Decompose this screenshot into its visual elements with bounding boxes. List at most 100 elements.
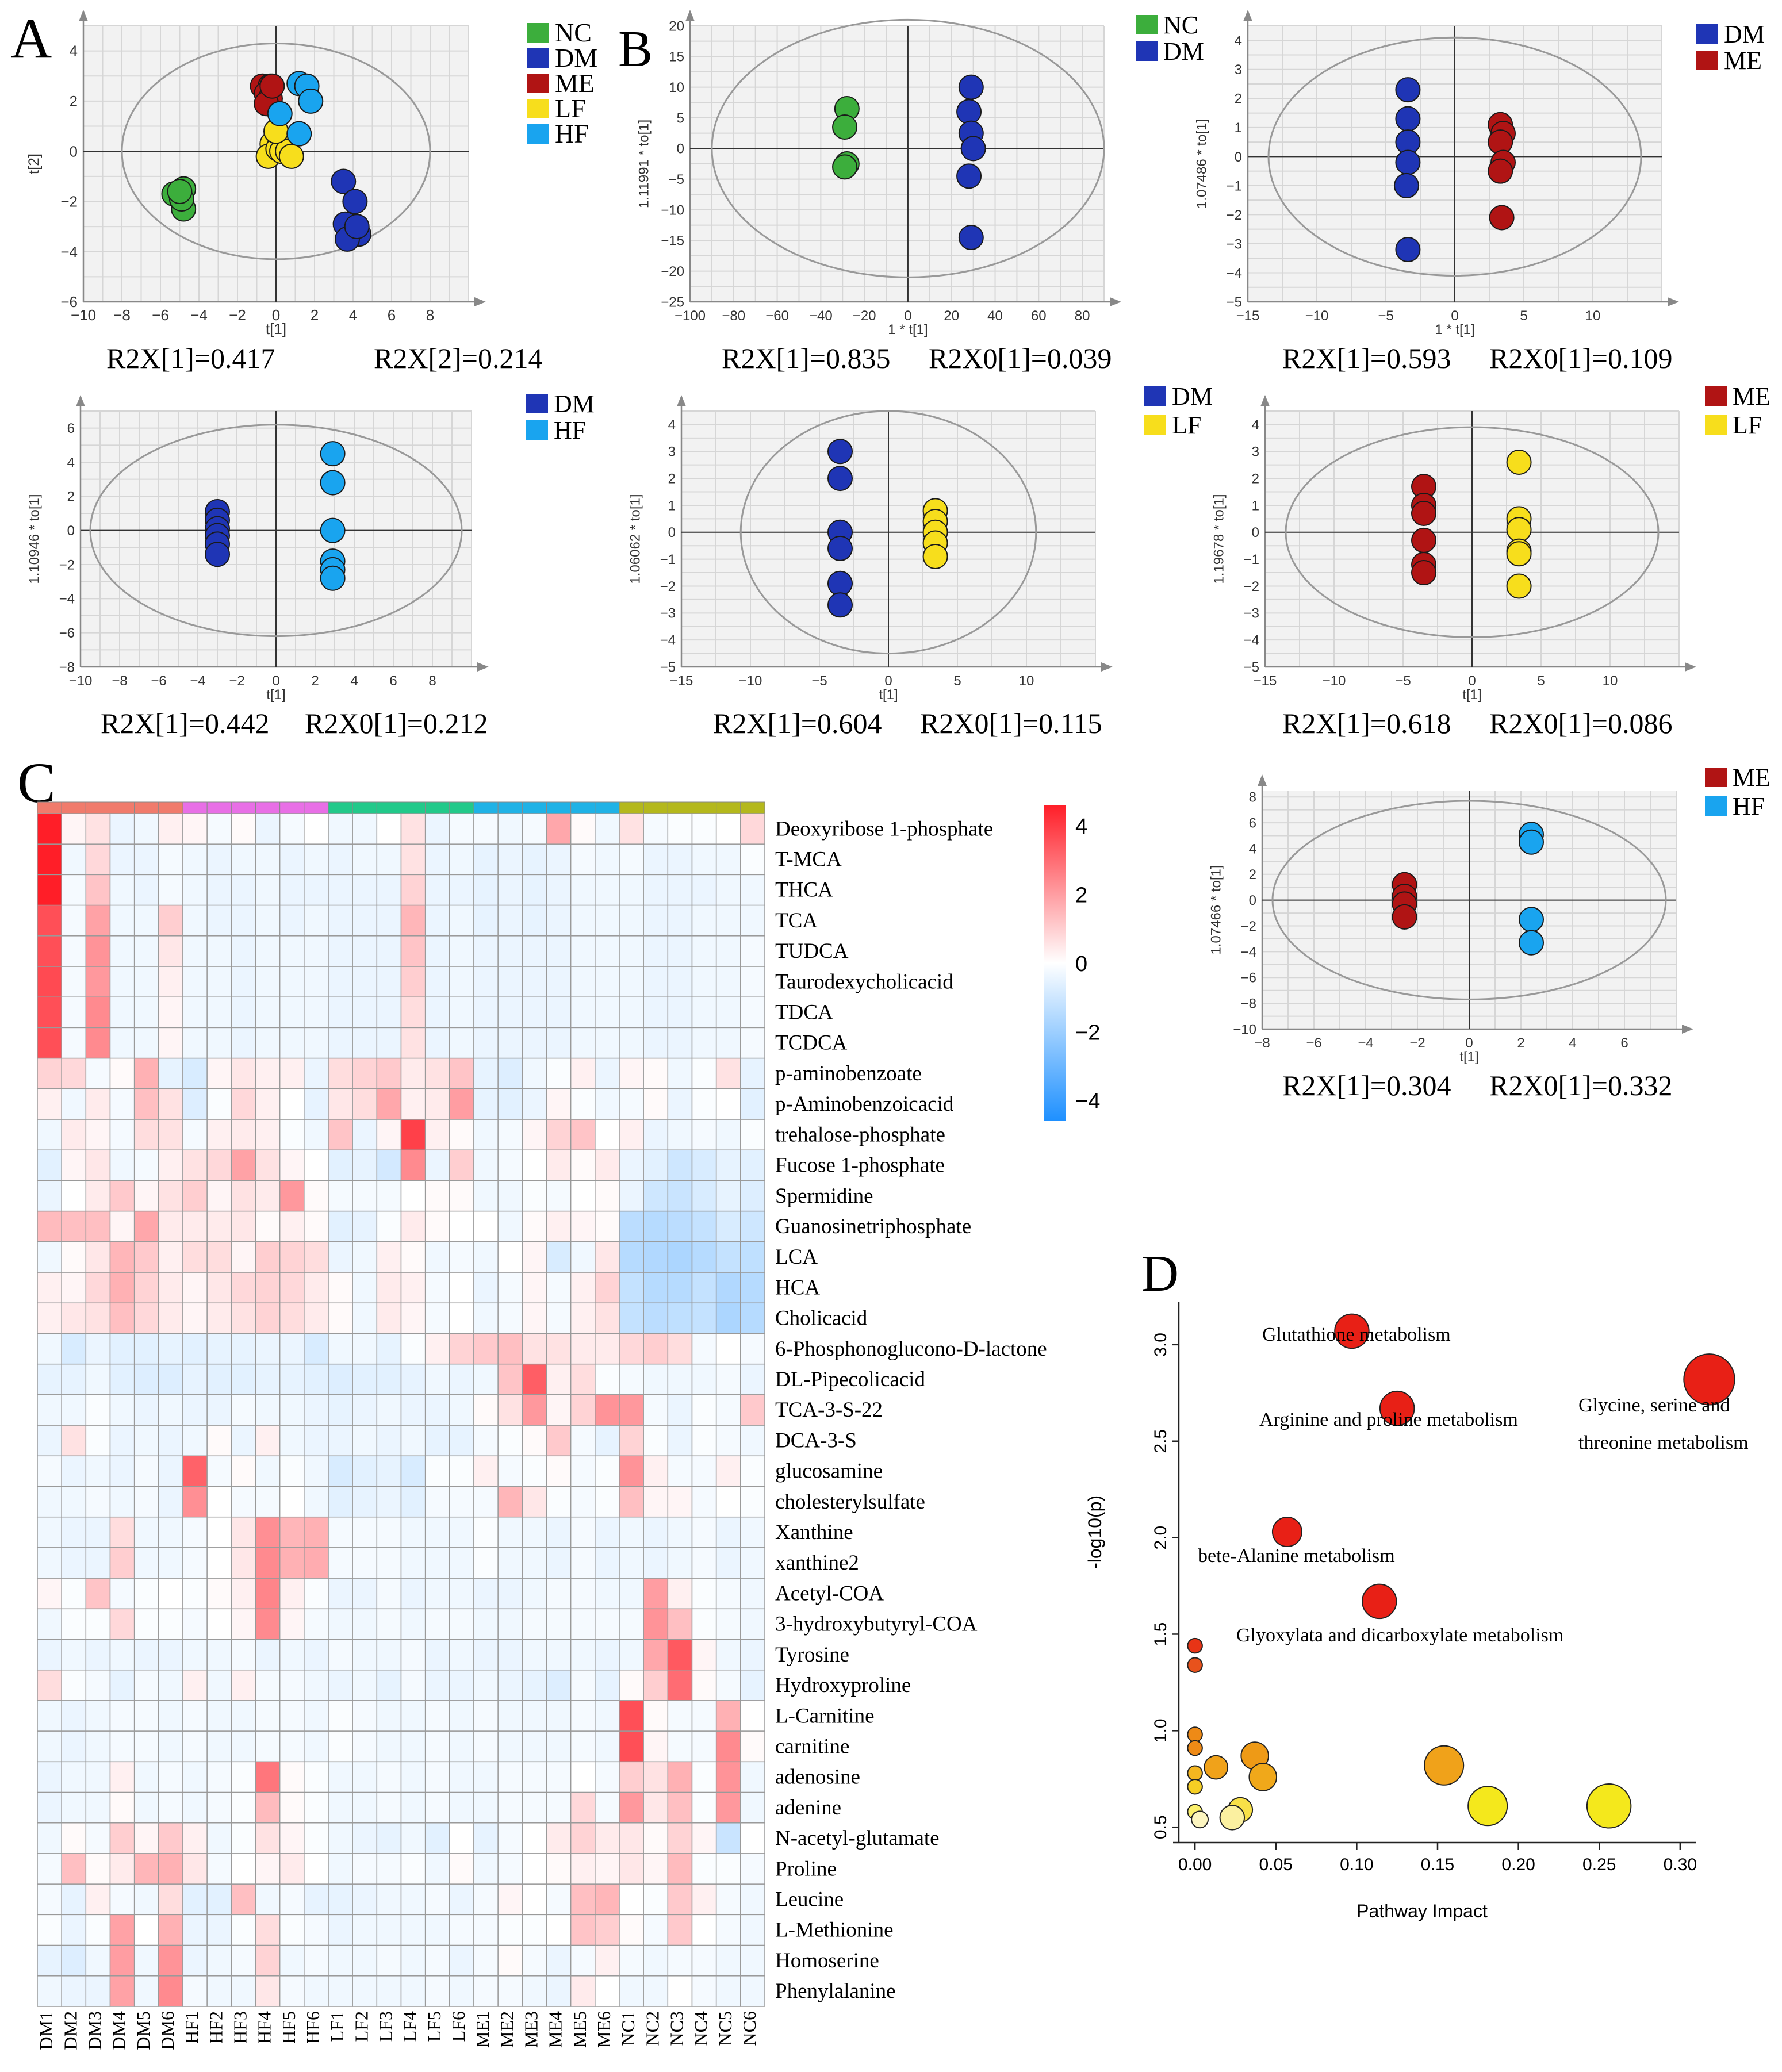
heatmap-cell	[449, 1578, 474, 1610]
y-tick-label: 2.0	[1151, 1526, 1170, 1550]
heatmap-cell	[424, 1363, 450, 1395]
heatmap-cell	[667, 813, 693, 845]
x-tick-label: −5	[1378, 308, 1393, 324]
point-me	[1392, 904, 1417, 930]
heatmap-cell	[691, 1914, 717, 1946]
heatmap-cell	[133, 1486, 159, 1518]
heatmap-cell	[182, 1210, 208, 1242]
heatmap-cell	[667, 1272, 693, 1304]
heatmap-cell	[424, 1578, 450, 1610]
x-tick-label: 8	[428, 673, 436, 689]
y-tick-label: 1	[1235, 120, 1242, 136]
heatmap-cell	[133, 1944, 159, 1977]
heatmap-cell	[133, 1455, 159, 1487]
heatmap-cell	[619, 1975, 644, 2007]
heatmap-cell	[328, 1516, 353, 1548]
y-tick-label: 1	[1252, 498, 1259, 513]
heatmap-cell	[376, 1975, 402, 2007]
heatmap-cell	[691, 1944, 717, 1977]
column-group-me	[522, 801, 547, 814]
heatmap-cell	[546, 1791, 572, 1824]
heatmap-cell	[570, 1669, 596, 1701]
heatmap-cell	[61, 1119, 87, 1151]
column-label: DM3	[84, 2011, 105, 2050]
heatmap-cell	[352, 1455, 378, 1487]
point-hf	[320, 441, 346, 467]
heatmap-cell	[133, 904, 159, 937]
heatmap-cell	[667, 1914, 693, 1946]
heatmap-cell	[206, 1944, 232, 1977]
heatmap-cell	[449, 813, 474, 845]
heatmap-cell	[546, 1761, 572, 1793]
column-group-hf	[255, 801, 281, 814]
heatmap-cell	[109, 966, 135, 997]
heatmap-cell	[255, 874, 281, 906]
heatmap-cell	[400, 1791, 426, 1824]
heatmap-cell	[85, 1272, 111, 1304]
heatmap-cell	[231, 813, 256, 845]
heatmap-cell	[522, 1241, 547, 1273]
heatmap-cell	[182, 1363, 208, 1395]
heatmap-cell	[182, 1853, 208, 1885]
heatmap-cell	[255, 1486, 281, 1518]
heatmap-cell	[279, 966, 305, 997]
heatmap-cell	[715, 1516, 741, 1548]
heatmap-cell	[400, 1730, 426, 1763]
heatmap-cell	[522, 1333, 547, 1365]
heatmap-cell	[206, 1455, 232, 1487]
heatmap-cell	[570, 1363, 596, 1395]
heatmap-cell	[304, 1853, 329, 1885]
scale-tick-label: 0	[1075, 952, 1087, 976]
heatmap-cell	[61, 874, 87, 906]
heatmap-cell	[546, 843, 572, 876]
heatmap-cell	[37, 1057, 62, 1089]
heatmap-cell	[206, 813, 232, 845]
column-label: NC6	[739, 2011, 760, 2046]
heatmap-cell	[715, 1608, 741, 1640]
y-tick-label: −4	[660, 633, 676, 649]
heatmap-cell	[400, 1914, 426, 1946]
heatmap-cell	[352, 1272, 378, 1304]
heatmap-cell	[715, 1669, 741, 1701]
heatmap-cell	[595, 1363, 620, 1395]
heatmap-cell	[497, 1639, 523, 1671]
heatmap-cell	[182, 1486, 208, 1518]
heatmap-cell	[182, 1669, 208, 1701]
legend-label-hf: HF	[1733, 792, 1765, 820]
heatmap-cell	[619, 1394, 644, 1426]
row-label: adenine	[775, 1796, 841, 1820]
y-axis-label: 1.19678 * to[1]	[1212, 494, 1227, 584]
heatmap-cell	[522, 1425, 547, 1457]
heatmap-cell	[400, 966, 426, 997]
heatmap-cell	[376, 1363, 402, 1395]
heatmap-cell	[449, 1761, 474, 1793]
pathway-bubble	[1334, 1313, 1370, 1349]
heatmap-cell	[304, 1669, 329, 1701]
y-axis-label: 1.10946 * to[1]	[27, 494, 43, 584]
heatmap-cell	[497, 1853, 523, 1885]
heatmap-cell	[570, 1730, 596, 1763]
heatmap-cell	[740, 1883, 765, 1916]
heatmap-cell	[473, 1669, 499, 1701]
heatmap-cell	[740, 1363, 765, 1395]
heatmap-cell	[352, 1700, 378, 1732]
heatmap-cell	[473, 874, 499, 906]
x-axis-label: t[1]	[266, 687, 285, 703]
heatmap-cell	[546, 1975, 572, 2007]
heatmap-cell	[255, 1883, 281, 1916]
heatmap-cell	[133, 1394, 159, 1426]
heatmap-cell	[182, 1730, 208, 1763]
heatmap-cell	[619, 1057, 644, 1089]
legend-swatch-lf	[1705, 415, 1727, 435]
x-tick-label: 10	[1019, 673, 1034, 689]
column-group-dm	[158, 801, 183, 814]
heatmap-cell	[473, 1853, 499, 1885]
heatmap-cell	[691, 996, 717, 1029]
heatmap-cell	[667, 1333, 693, 1365]
heatmap-cell	[279, 1027, 305, 1059]
heatmap-cell	[570, 1975, 596, 2007]
legend-label-dm: DM	[1163, 37, 1204, 66]
heatmap-cell	[279, 1639, 305, 1671]
heatmap-cell	[691, 1700, 717, 1732]
heatmap-cell	[570, 1394, 596, 1426]
